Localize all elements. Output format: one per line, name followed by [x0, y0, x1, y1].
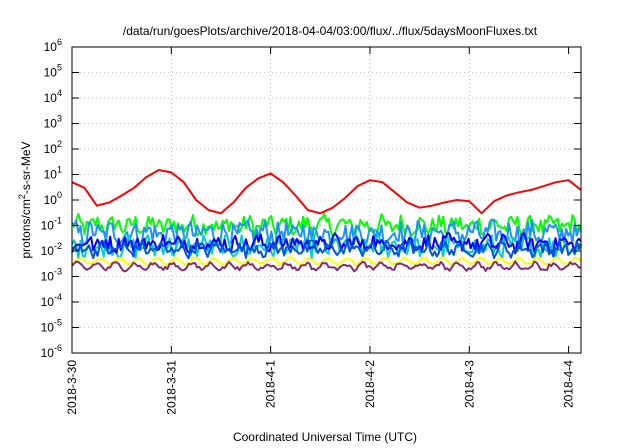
y-tick-label-base: 10	[41, 219, 55, 233]
y-tick-label-exp: -3	[54, 267, 62, 277]
y-tick-label-base: 10	[41, 321, 55, 335]
x-tick-label: 2018-4-3	[462, 360, 476, 408]
y-tick-label-exp: 6	[57, 37, 62, 47]
y-tick-label: 10-6	[41, 343, 62, 360]
y-tick-label-base: 10	[41, 244, 55, 258]
series-line	[71, 260, 582, 273]
series-line	[71, 239, 582, 260]
y-tick-label-exp: -5	[54, 318, 62, 328]
y-tick-label-base: 10	[44, 40, 58, 54]
ticks	[71, 46, 581, 354]
y-tick-label-exp: -1	[54, 216, 62, 226]
y-tick-label-exp: 2	[57, 139, 62, 149]
x-tick-label: 2018-3-30	[65, 360, 79, 415]
y-tick-label-base: 10	[41, 346, 55, 360]
y-tick-label-base: 10	[44, 66, 58, 80]
series-line	[71, 256, 582, 266]
y-tick-label-base: 10	[44, 117, 58, 131]
y-tick-label: 105	[44, 63, 62, 80]
y-tick-label-exp: -4	[54, 292, 62, 302]
y-axis-label: protons/cm2-s-sr-MeV	[17, 141, 33, 258]
x-tick-label: 2018-4-4	[562, 360, 576, 408]
y-tick-label: 10-1	[41, 216, 62, 233]
series-line	[71, 212, 582, 239]
y-tick-label-exp: 3	[57, 114, 62, 124]
x-tick-label: 2018-4-1	[264, 360, 278, 408]
x-tick-label: 2018-4-2	[363, 360, 377, 408]
series-line	[71, 218, 582, 249]
x-tick-label: 2018-3-31	[164, 360, 178, 415]
y-tick-label-base: 10	[41, 270, 55, 284]
y-tick-label: 106	[44, 37, 62, 54]
series-layer	[71, 169, 582, 273]
y-tick-label-base: 10	[44, 142, 58, 156]
y-tick-labels: 10-610-510-410-310-210-11001011021031041…	[41, 37, 62, 360]
y-tick-label-exp: -2	[54, 241, 62, 251]
x-tick-labels: 2018-3-30 2018-3-31 2018-4-1 2018-4-2 2018-4…	[65, 360, 576, 415]
y-tick-label-exp: 5	[57, 63, 62, 73]
y-tick-label: 10-5	[41, 318, 62, 335]
y-tick-label-exp: 0	[57, 190, 62, 200]
y-axis-label-rest: -s-sr-MeV	[19, 141, 33, 194]
y-tick-label-base: 10	[44, 91, 58, 105]
y-axis-label-main: protons/cm	[19, 199, 33, 258]
chart-title: /data/run/goesPlots/archive/2018-04-04/0…	[123, 24, 538, 38]
y-tick-label-base: 10	[44, 193, 58, 207]
y-axis-label-sup: 2	[17, 194, 27, 199]
series-line	[71, 169, 582, 215]
y-tick-label-base: 10	[44, 168, 58, 182]
y-tick-label-base: 10	[41, 295, 55, 309]
y-tick-label: 10-3	[41, 267, 62, 284]
y-tick-label: 104	[44, 88, 62, 105]
x-axis-label: Coordinated Universal Time (UTC)	[233, 430, 417, 444]
y-tick-label: 10-4	[41, 292, 62, 309]
y-tick-label-exp: -6	[54, 343, 62, 353]
y-tick-label: 101	[44, 165, 62, 182]
y-tick-label: 103	[44, 114, 62, 131]
y-tick-label-exp: 4	[57, 88, 62, 98]
y-tick-label: 102	[44, 139, 62, 156]
y-tick-label: 10-2	[41, 241, 62, 258]
y-tick-label: 100	[44, 190, 62, 207]
y-tick-label-exp: 1	[57, 165, 62, 175]
